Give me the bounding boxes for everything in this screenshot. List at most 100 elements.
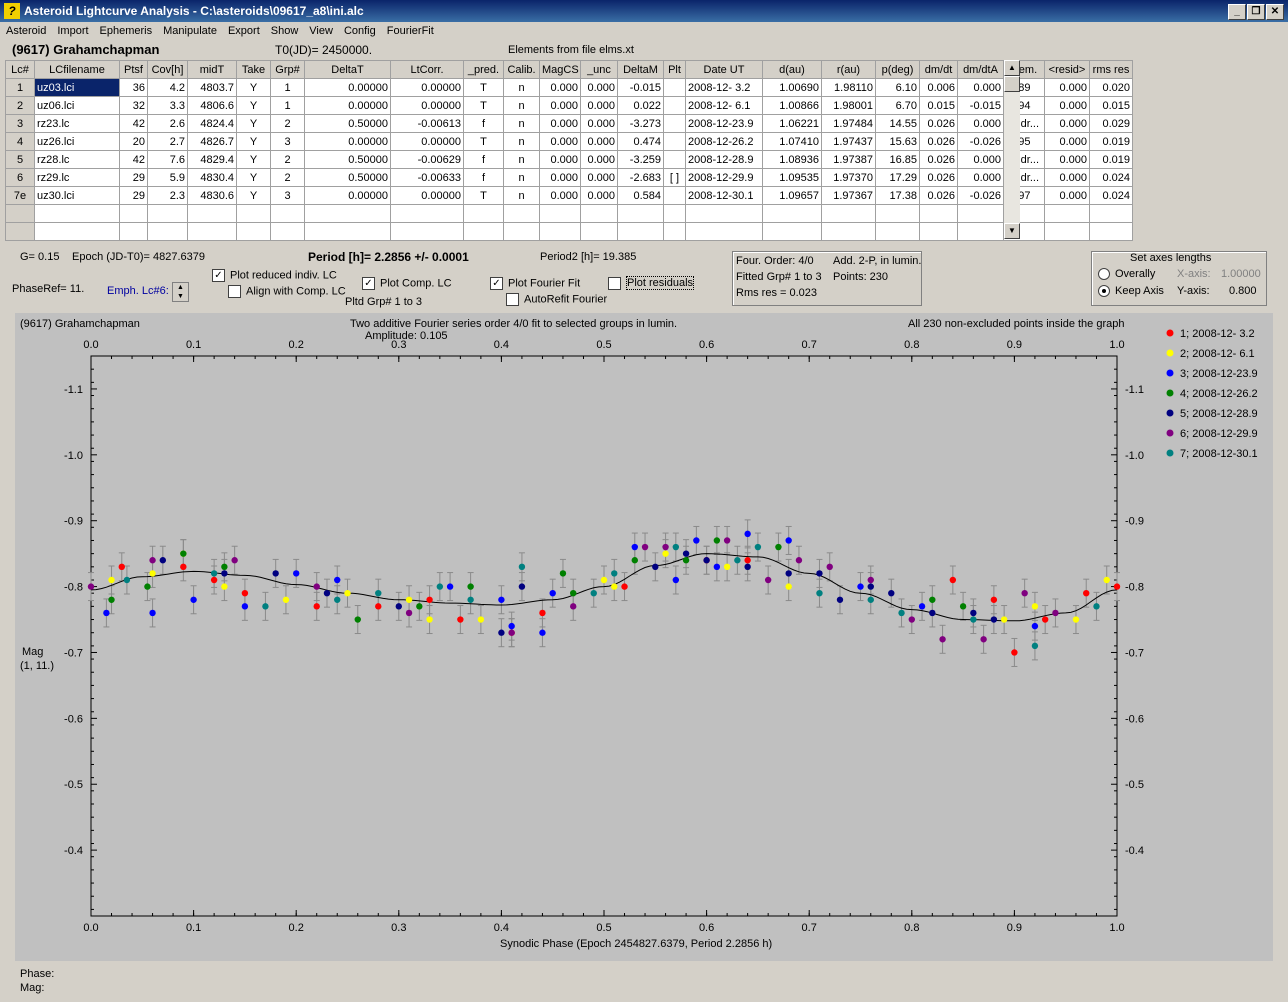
menu-import[interactable]: Import (57, 25, 89, 37)
table-cell[interactable]: 0.000 (580, 132, 618, 151)
plot-reduced-checkbox[interactable]: ✓ Plot reduced indiv. LC (212, 269, 337, 282)
restore-button[interactable]: ❐ (1247, 4, 1265, 20)
table-cell[interactable]: 0.000 (580, 186, 618, 205)
table-cell[interactable]: 0.000 (539, 78, 581, 97)
table-cell[interactable]: 4806.6 (187, 96, 237, 115)
table-cell[interactable] (147, 204, 188, 223)
table-cell[interactable]: 3.3 (147, 96, 188, 115)
table-cell[interactable]: 4830.6 (187, 186, 237, 205)
table-cell[interactable]: 6.70 (875, 96, 920, 115)
emph-lc-spinner[interactable]: ▲ ▼ (172, 282, 189, 302)
table-cell[interactable]: 6.10 (875, 78, 920, 97)
table-cell[interactable] (34, 222, 120, 241)
column-header[interactable]: dm/dtA (957, 60, 1004, 79)
table-cell[interactable]: 0.00000 (304, 96, 391, 115)
table-cell[interactable] (5, 222, 35, 241)
lightcurve-table[interactable]: Lc# LCfilename Ptsf Cov[h] midT Take Grp# Delta… (5, 60, 1133, 241)
table-cell[interactable]: 17.29 (875, 168, 920, 187)
column-header[interactable]: Cov[h] (147, 60, 188, 79)
table-cell[interactable]: 0.000 (1044, 150, 1090, 169)
table-cell[interactable]: 0.000 (580, 150, 618, 169)
table-cell[interactable]: 0.000 (957, 150, 1004, 169)
table-cell[interactable]: 0.029 (1089, 114, 1133, 133)
menu-manipulate[interactable]: Manipulate (163, 25, 217, 37)
table-cell[interactable]: 1.97437 (821, 132, 876, 151)
table-cell[interactable]: n (503, 114, 540, 133)
table-cell[interactable] (463, 204, 504, 223)
row-header[interactable]: 4 (5, 132, 35, 151)
table-cell[interactable] (663, 114, 686, 133)
table-cell[interactable]: 0.000 (1044, 96, 1090, 115)
table-cell[interactable]: -0.00633 (390, 168, 464, 187)
column-header[interactable]: r(au) (821, 60, 876, 79)
table-cell[interactable]: n (503, 168, 540, 187)
table-cell[interactable] (304, 222, 391, 241)
table-cell[interactable]: 2008-12-26.2 (685, 132, 763, 151)
table-cell[interactable]: 2.7 (147, 132, 188, 151)
table-cell[interactable]: 1.08936 (762, 150, 822, 169)
table-cell[interactable]: 0.00000 (390, 186, 464, 205)
table-cell[interactable]: 3 (270, 186, 305, 205)
table-cell[interactable]: 0.00000 (304, 132, 391, 151)
table-cell[interactable] (119, 222, 148, 241)
table-cell[interactable]: n (503, 96, 540, 115)
menu-view[interactable]: View (309, 25, 333, 37)
table-cell[interactable]: 0.000 (1044, 186, 1090, 205)
table-cell[interactable]: 0.00000 (390, 132, 464, 151)
table-cell[interactable] (762, 222, 822, 241)
table-row[interactable]: 5 rz28.lc 42 7.6 4829.4 Y 2 0.50000 -0.00629 f n 0.… (5, 150, 1133, 169)
table-cell[interactable] (617, 204, 664, 223)
table-cell[interactable]: 1.98001 (821, 96, 876, 115)
table-cell[interactable]: 0.000 (580, 168, 618, 187)
table-cell[interactable] (762, 204, 822, 223)
table-cell[interactable] (390, 222, 464, 241)
table-cell[interactable]: 0.00000 (390, 96, 464, 115)
table-cell[interactable]: 15.63 (875, 132, 920, 151)
table-row[interactable]: 6 rz29.lc 29 5.9 4830.4 Y 2 0.50000 -0.00633 f n 0.… (5, 168, 1133, 187)
scroll-up-arrow-icon[interactable]: ▲ (1004, 60, 1020, 76)
table-row[interactable]: 3 rz23.lc 42 2.6 4824.4 Y 2 0.50000 -0.00613 f n 0.… (5, 114, 1133, 133)
column-header[interactable]: Calib. (503, 60, 540, 79)
align-comp-checkbox[interactable]: Align with Comp. LC (228, 285, 346, 298)
table-cell[interactable] (187, 204, 237, 223)
table-cell[interactable]: 0.026 (919, 168, 958, 187)
table-cell[interactable]: 0.000 (957, 78, 1004, 97)
table-cell[interactable] (580, 204, 618, 223)
table-cell[interactable]: uz30.lci (34, 186, 120, 205)
table-cell[interactable]: 4803.7 (187, 78, 237, 97)
table-cell[interactable]: 20 (119, 132, 148, 151)
table-cell[interactable]: -0.015 (957, 96, 1004, 115)
table-cell[interactable] (1089, 222, 1133, 241)
table-cell[interactable]: 0.000 (539, 186, 581, 205)
scroll-down-arrow-icon[interactable]: ▼ (1004, 223, 1020, 239)
table-cell[interactable]: 0.000 (539, 132, 581, 151)
table-cell[interactable] (580, 222, 618, 241)
table-cell[interactable]: 32 (119, 96, 148, 115)
row-header[interactable]: 7e (5, 186, 35, 205)
table-cell[interactable]: f (463, 150, 504, 169)
table-cell[interactable]: 36 (119, 78, 148, 97)
table-cell[interactable]: 0.000 (539, 150, 581, 169)
table-cell[interactable]: 0.015 (919, 96, 958, 115)
table-cell[interactable]: 1.00866 (762, 96, 822, 115)
table-cell[interactable] (663, 186, 686, 205)
table-cell[interactable]: 4830.4 (187, 168, 237, 187)
table-cell[interactable]: Y (236, 150, 271, 169)
column-header[interactable]: Take (236, 60, 271, 79)
table-cell[interactable] (663, 150, 686, 169)
table-cell[interactable] (539, 222, 581, 241)
column-header[interactable]: d(au) (762, 60, 822, 79)
scroll-thumb[interactable] (1004, 76, 1020, 92)
x-axis-value[interactable]: 1.00000 (1221, 268, 1261, 280)
menu-config[interactable]: Config (343, 25, 376, 37)
table-cell[interactable]: -0.00613 (390, 114, 464, 133)
table-cell[interactable] (957, 204, 1004, 223)
table-cell[interactable]: 0.006 (919, 78, 958, 97)
table-cell[interactable]: 0.000 (539, 168, 581, 187)
table-cell[interactable] (663, 96, 686, 115)
table-cell[interactable]: 42 (119, 150, 148, 169)
table-cell[interactable]: 1.09657 (762, 186, 822, 205)
table-cell[interactable]: 1.97484 (821, 114, 876, 133)
